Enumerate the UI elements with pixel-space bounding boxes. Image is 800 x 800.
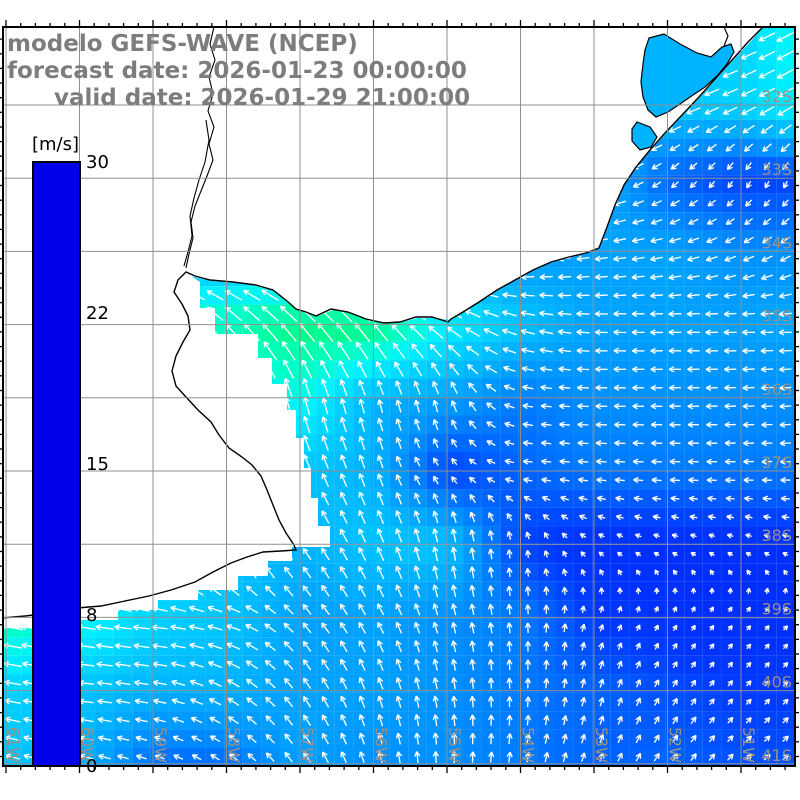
colorbar-gradient [32,161,81,767]
colorbar-unit-label: [m/s] [32,134,79,155]
colorbar: [m/s] 30 22 15 8 0 [32,134,109,777]
svg-text:59W: 59W [151,727,170,763]
svg-text:33S: 33S [761,160,792,179]
svg-text:40S: 40S [761,673,792,692]
svg-text:53W: 53W [592,727,611,763]
svg-text:57W: 57W [298,727,317,763]
svg-text:51W: 51W [739,727,758,763]
svg-text:38S: 38S [761,526,792,545]
river-parana [183,119,210,267]
latitude-labels: 32S 33S 34S 35S 36S 37S 38S 39S 40S 41S [761,87,792,765]
colorbar-tick-label: 22 [86,303,109,324]
lagoon-mirim [640,33,735,118]
svg-text:34S: 34S [761,233,792,252]
svg-text:36S: 36S [761,380,792,399]
river-uruguay [185,26,216,269]
graticule [3,27,795,766]
svg-text:35S: 35S [761,307,792,326]
lagoon-small [631,121,658,151]
colorbar-tick-label: 30 [86,152,109,173]
svg-text:52W: 52W [666,727,685,763]
land-mask [2,27,763,628]
svg-text:41S: 41S [761,746,792,765]
svg-text:54W: 54W [519,727,538,763]
lagoon-channel [723,26,729,47]
colorbar-tick-label: 8 [86,605,97,626]
svg-text:37S: 37S [761,453,792,472]
svg-text:55W: 55W [445,727,464,763]
axis-frame-ticks [0,20,799,773]
colorbar-tick-label: 0 [86,756,97,777]
svg-text:61W: 61W [4,727,23,763]
longitude-labels: 61W 60W 59W 58W 57W 56W 55W 54W 53W 52W 51W [4,727,758,763]
svg-text:56W: 56W [372,727,391,763]
svg-text:39S: 39S [761,599,792,618]
colorbar-tick-label: 15 [86,454,109,475]
svg-text:32S: 32S [761,87,792,106]
svg-text:58W: 58W [225,727,244,763]
